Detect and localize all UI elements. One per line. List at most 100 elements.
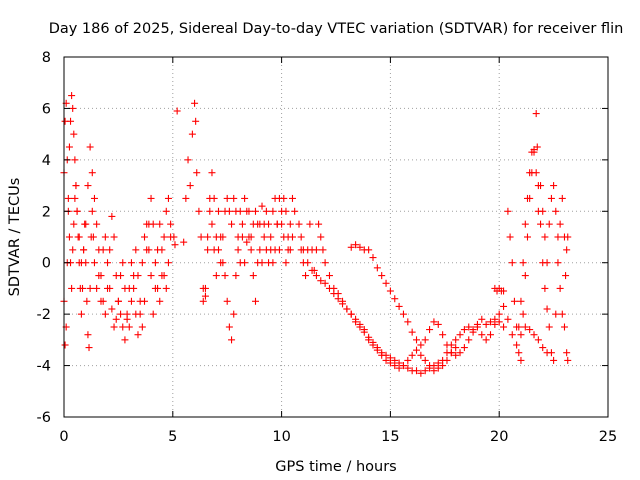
data-point (447, 349, 455, 357)
data-point (138, 323, 146, 331)
data-point (83, 297, 91, 305)
data-point (236, 259, 244, 267)
data-point (443, 341, 451, 349)
data-point (204, 233, 212, 241)
data-point (254, 220, 262, 228)
data-point (104, 259, 112, 267)
data-point (465, 336, 473, 344)
data-point (164, 259, 172, 267)
data-point (149, 220, 157, 228)
data-point (319, 246, 327, 254)
data-point (132, 246, 140, 254)
data-point (204, 246, 212, 254)
data-point (78, 284, 86, 292)
data-point (491, 320, 499, 328)
data-point (221, 272, 229, 280)
y-axis-label: SDTVAR / TECUs (7, 178, 23, 297)
data-point (86, 143, 94, 151)
data-point (523, 233, 531, 241)
data-point (365, 336, 373, 344)
data-point (110, 233, 118, 241)
data-point (156, 220, 164, 228)
data-point (550, 182, 558, 190)
data-point (373, 264, 381, 272)
x-tick-label: 15 (381, 429, 399, 445)
data-point (291, 207, 299, 215)
data-point (558, 194, 566, 202)
data-point (114, 297, 122, 305)
data-point (382, 279, 390, 287)
data-point (269, 207, 277, 215)
data-point (208, 220, 216, 228)
data-point (404, 318, 412, 326)
data-point (482, 320, 490, 328)
data-point (558, 310, 566, 318)
data-point (191, 99, 199, 107)
data-point (439, 356, 447, 364)
data-point (517, 356, 525, 364)
data-point (119, 259, 127, 267)
data-point (500, 323, 508, 331)
axis-ticks (63, 56, 609, 418)
data-point (317, 233, 325, 241)
data-point (539, 344, 547, 352)
data-point (197, 233, 205, 241)
data-point (269, 259, 277, 267)
data-point (469, 328, 477, 336)
data-point (85, 344, 93, 352)
data-point (532, 110, 540, 118)
data-point (170, 233, 178, 241)
data-point (519, 310, 527, 318)
data-point (539, 207, 547, 215)
data-point (121, 336, 129, 344)
data-point (162, 284, 170, 292)
data-point (108, 305, 116, 313)
data-point (89, 233, 97, 241)
data-point (212, 272, 220, 280)
data-point (517, 297, 525, 305)
data-point (526, 169, 534, 177)
data-point (306, 220, 314, 228)
data-point (243, 207, 251, 215)
data-point (517, 331, 525, 339)
data-point (506, 233, 514, 241)
data-point (452, 344, 460, 352)
data-point (560, 323, 568, 331)
data-point (552, 207, 560, 215)
data-point (537, 182, 545, 190)
data-point (286, 220, 294, 228)
data-point (101, 310, 109, 318)
data-point (147, 272, 155, 280)
data-point (180, 238, 188, 246)
data-point (417, 351, 425, 359)
y-tick-label: 6 (42, 101, 51, 117)
data-point (77, 259, 85, 267)
y-tick-label: 2 (42, 204, 51, 220)
data-point (238, 220, 246, 228)
data-point (134, 331, 142, 339)
data-point (508, 259, 516, 267)
data-point (395, 364, 403, 372)
data-point (223, 194, 231, 202)
data-point (234, 246, 242, 254)
data-point (151, 259, 159, 267)
data-point (386, 359, 394, 367)
data-point (186, 182, 194, 190)
data-point (219, 233, 227, 241)
data-point (532, 169, 540, 177)
data-point (369, 341, 377, 349)
data-point (308, 266, 316, 274)
data-points (60, 92, 572, 377)
data-point (330, 290, 338, 298)
data-point (106, 246, 114, 254)
data-point (260, 233, 268, 241)
data-point (360, 328, 368, 336)
data-point (127, 297, 135, 305)
data-point (343, 305, 351, 313)
data-point (69, 104, 77, 112)
y-tick-label: -6 (37, 410, 51, 426)
data-point (149, 310, 157, 318)
data-point (510, 297, 518, 305)
data-point (321, 259, 329, 267)
